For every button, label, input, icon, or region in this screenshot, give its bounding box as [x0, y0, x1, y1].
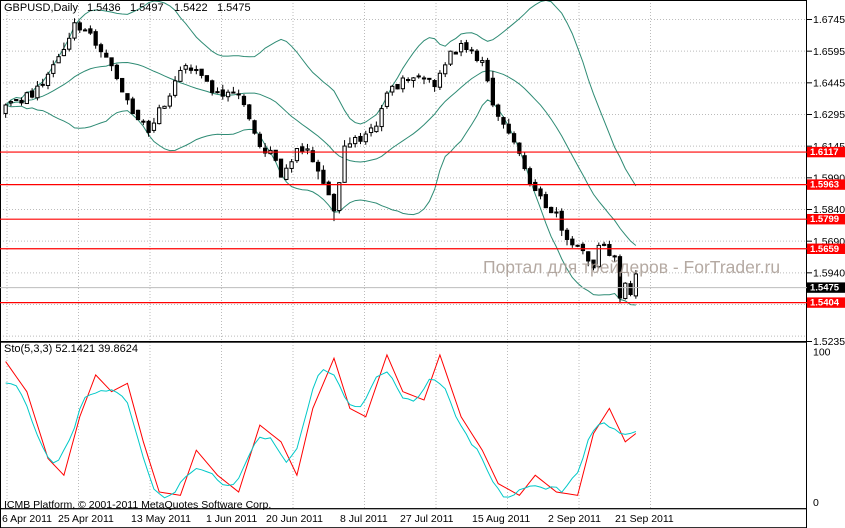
svg-text:6 Apr 2011: 6 Apr 2011: [2, 513, 52, 525]
svg-text:GBPUSD,Daily: GBPUSD,Daily: [4, 2, 78, 14]
svg-text:1.5436: 1.5436: [87, 2, 121, 14]
svg-text:100: 100: [813, 347, 831, 359]
svg-text:25 Apr 2011: 25 Apr 2011: [58, 513, 114, 525]
svg-text:1.5940: 1.5940: [813, 268, 845, 280]
svg-text:1.5799: 1.5799: [810, 214, 839, 225]
svg-text:1.6445: 1.6445: [813, 78, 845, 90]
svg-text:1.5497: 1.5497: [130, 2, 164, 14]
svg-text:1.6117: 1.6117: [810, 147, 839, 158]
svg-text:13 May 2011: 13 May 2011: [131, 513, 191, 525]
svg-text:Sto(5,3,3) 52.1421 39.8624: Sto(5,3,3) 52.1421 39.8624: [4, 343, 138, 355]
svg-text:1.5422: 1.5422: [174, 2, 208, 14]
svg-text:2 Sep 2011: 2 Sep 2011: [548, 513, 601, 525]
svg-text:8 Jul 2011: 8 Jul 2011: [340, 513, 388, 525]
svg-text:1.6595: 1.6595: [813, 46, 845, 58]
svg-text:15 Aug 2011: 15 Aug 2011: [472, 513, 530, 525]
svg-text:1 Jun 2011: 1 Jun 2011: [206, 513, 257, 525]
svg-text:21 Sep 2011: 21 Sep 2011: [615, 513, 674, 525]
svg-text:1.5475: 1.5475: [810, 283, 840, 294]
svg-text:1.6745: 1.6745: [813, 14, 845, 26]
svg-text:1.5659: 1.5659: [810, 244, 839, 255]
svg-text:1.6295: 1.6295: [813, 109, 845, 121]
svg-text:ICMB Platform, © 2001-2011 Met: ICMB Platform, © 2001-2011 MetaQuotes So…: [4, 499, 271, 511]
svg-text:1.5963: 1.5963: [810, 180, 839, 191]
svg-text:0: 0: [813, 497, 819, 509]
svg-text:1.5475: 1.5475: [217, 2, 251, 14]
svg-text:20 Jun 2011: 20 Jun 2011: [266, 513, 323, 525]
svg-text:1.5404: 1.5404: [810, 298, 840, 309]
svg-text:Портал для трейдеров - ForTrad: Портал для трейдеров - ForTrader.ru: [483, 257, 780, 277]
svg-text:27 Jul 2011: 27 Jul 2011: [400, 513, 454, 525]
